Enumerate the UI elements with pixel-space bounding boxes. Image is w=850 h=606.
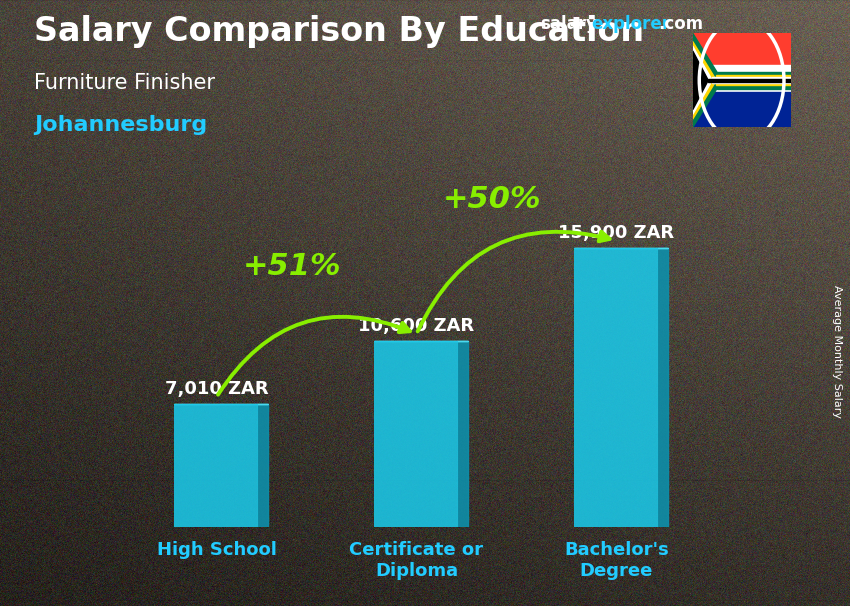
Text: +51%: +51% <box>243 252 342 281</box>
Text: .com: .com <box>659 15 704 33</box>
Bar <box>708 79 790 82</box>
Polygon shape <box>693 33 722 127</box>
Polygon shape <box>693 51 708 110</box>
Polygon shape <box>659 248 668 527</box>
Text: salary: salary <box>540 15 597 33</box>
Text: Furniture Finisher: Furniture Finisher <box>34 73 215 93</box>
Bar <box>717 72 790 88</box>
Text: Average Monthly Salary: Average Monthly Salary <box>832 285 842 418</box>
Bar <box>575 248 659 527</box>
Text: 7,010 ZAR: 7,010 ZAR <box>165 380 269 398</box>
Polygon shape <box>693 42 717 119</box>
Text: Salary Comparison By Education: Salary Comparison By Education <box>34 15 644 48</box>
Bar <box>693 33 791 65</box>
Bar <box>174 404 258 527</box>
Bar <box>717 75 790 85</box>
Text: 10,600 ZAR: 10,600 ZAR <box>359 317 474 335</box>
Bar <box>693 65 791 92</box>
Text: 15,900 ZAR: 15,900 ZAR <box>558 224 675 242</box>
Polygon shape <box>458 341 468 527</box>
Text: Johannesburg: Johannesburg <box>34 115 207 135</box>
Bar <box>712 78 790 83</box>
Text: +50%: +50% <box>443 185 541 215</box>
Polygon shape <box>258 404 269 527</box>
Bar <box>375 341 458 527</box>
Text: explorer: explorer <box>591 15 670 33</box>
Polygon shape <box>693 46 712 115</box>
Bar <box>693 92 791 127</box>
